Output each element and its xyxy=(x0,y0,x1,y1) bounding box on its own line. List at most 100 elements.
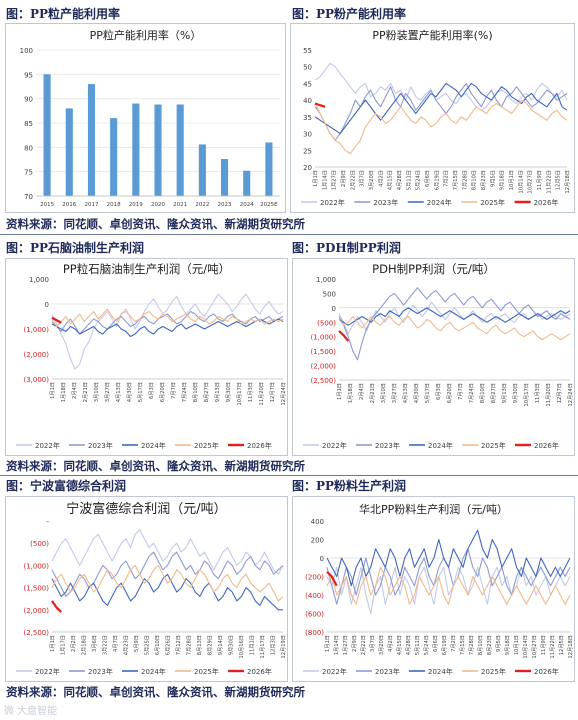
x-tick-label: 1月18日 xyxy=(347,383,354,403)
bar-2019 xyxy=(132,104,139,196)
y-tick-label: (800) xyxy=(305,629,324,637)
legend-label: 2025年 xyxy=(194,667,219,676)
legend-label: 2022年 xyxy=(320,198,345,207)
y-tick-label: 35 xyxy=(303,114,312,122)
y-tick-label: 25 xyxy=(303,147,312,155)
y-tick-label: (2,000) xyxy=(310,363,336,371)
y-tick-label: 500 xyxy=(323,290,336,298)
x-tick-label: 3月6日 xyxy=(91,635,98,652)
x-tick-label: 2022 xyxy=(195,202,209,208)
legend-label: 2022年 xyxy=(322,441,347,450)
y-tick-label: 1,000 xyxy=(29,276,49,284)
y-tick-label: 90 xyxy=(24,96,33,104)
x-tick-label: 6月6日 xyxy=(432,635,439,652)
x-tick-label: 9月18日 xyxy=(499,170,506,190)
x-tick-label: 11月17日 xyxy=(259,635,266,659)
chart-title: 宁波富德综合利润（元/吨） xyxy=(66,501,226,517)
x-tick-label: 7月2日 xyxy=(443,170,450,187)
x-tick-label: 3月27日 xyxy=(104,382,111,402)
x-tick-label: 6月3日 xyxy=(148,382,155,399)
bar-2022 xyxy=(199,144,206,196)
x-tick-label: 5月11日 xyxy=(405,170,412,190)
chart-panel-pp-pellet-utilization: PP粒产能利用率（%） 100 95 90 85 80 75 70 2015 2016 2017 20… xyxy=(5,23,286,213)
x-tick-label: 6月19日 xyxy=(441,635,448,655)
x-tick-label: 2024 xyxy=(240,202,254,208)
x-tick-label: 9月18日 xyxy=(504,635,511,655)
legend-label: 2024年 xyxy=(427,198,452,207)
x-tick-label: 4月15日 xyxy=(396,635,403,655)
chart-title: PP粒产能利用率（%） xyxy=(90,28,202,42)
x-tick-label: 12月7日 xyxy=(269,382,276,402)
x-tick-label: 2月9日 xyxy=(340,170,347,187)
x-tick-label: 8月10日 xyxy=(471,170,478,190)
y-tick-label: 40 xyxy=(303,97,312,105)
legend-label: 2023年 xyxy=(373,198,398,207)
x-tick-label: 3月10日 xyxy=(93,382,100,402)
x-tick-label: 3月20日 xyxy=(368,170,375,190)
x-tick-label: 9月30日 xyxy=(228,635,235,655)
x-tick-label: 10月27日 xyxy=(527,170,534,194)
x-tick-label: 10月17日 xyxy=(523,383,530,407)
source-note-row1: 资料来源：同花顺、卓创资讯、隆众资讯、新湖期货研究所 xyxy=(6,216,305,232)
x-tick-label: 1月17日 xyxy=(60,635,67,655)
chart-panel-pp-powder-profit: 华北PP粉料生产利润（元/吨） 400 200 0 (200) (400) (600) (80… xyxy=(292,496,575,682)
bar-2025E xyxy=(265,142,272,196)
bar-2015 xyxy=(44,74,51,196)
y-tick-label: (500) xyxy=(317,319,336,327)
y-tick-label: 85 xyxy=(24,120,33,128)
x-tick-label: 4月2日 xyxy=(377,170,384,187)
x-tick-label: 2月18日 xyxy=(81,635,88,655)
chart-title: PP粒石脑油制生产利润（元/吨） xyxy=(63,262,230,276)
x-tick-label: 11月3日 xyxy=(247,382,254,402)
legend-label: 2026年 xyxy=(247,441,272,450)
x-tick-label: 4月15日 xyxy=(387,170,394,190)
x-tick-label: 6月3日 xyxy=(435,383,442,400)
y-tick-label: (500) xyxy=(30,540,49,548)
x-tick-label: 2月2日 xyxy=(70,635,77,652)
chart-pp-powder-profit: 华北PP粉料生产利润（元/吨）4002000(200)(400)(600)(80… xyxy=(293,497,574,681)
x-tick-label: 5月17日 xyxy=(424,383,431,403)
x-tick-label: 7月24日 xyxy=(181,382,188,402)
x-tick-label: 12月19日 xyxy=(280,635,287,659)
bar-2017 xyxy=(88,84,95,196)
x-tick-label: 2020 xyxy=(151,202,165,208)
bar-2023 xyxy=(221,159,228,196)
x-tick-label: 3月7日 xyxy=(369,635,376,652)
x-tick-label: 11月3日 xyxy=(534,383,541,403)
x-tick-label: 2月21日 xyxy=(82,382,89,402)
x-tick-label: 9月13日 xyxy=(501,383,508,403)
bar-2016 xyxy=(66,108,73,196)
bar-2024 xyxy=(243,171,250,196)
y-tick-label: (2,000) xyxy=(23,607,49,615)
y-tick-label: (3,000) xyxy=(23,376,49,384)
x-tick-label: 7月2日 xyxy=(450,635,457,652)
x-tick-label: 2017 xyxy=(84,202,98,208)
x-tick-label: 2021 xyxy=(173,202,187,208)
x-tick-label: 10月1日 xyxy=(508,170,515,190)
x-tick-label: 4月13日 xyxy=(115,382,122,402)
x-tick-label: 4月28日 xyxy=(405,635,412,655)
x-tick-label: 2月21日 xyxy=(369,383,376,403)
chart-panel-pp-powder-utilization: PP粉装置产能利用率(%) 55 50 45 40 35 30 25 20 1月1日 1月14日 1月… xyxy=(290,23,575,213)
x-tick-label: 10月17日 xyxy=(236,382,243,406)
x-tick-label: 11月9日 xyxy=(536,170,543,190)
x-tick-label: 2018 xyxy=(107,202,121,208)
x-tick-label: 8月29日 xyxy=(207,635,214,655)
series-line-2022年 xyxy=(52,530,283,574)
x-tick-label: 3月27日 xyxy=(391,383,398,403)
x-tick-label: 7月7日 xyxy=(457,383,464,400)
y-tick-label: (1,500) xyxy=(310,348,336,356)
x-tick-label: 2月22日 xyxy=(360,635,367,655)
x-tick-label: 1月27日 xyxy=(342,635,349,655)
x-tick-label: 8月27日 xyxy=(203,382,210,402)
x-tick-label: 1月1日 xyxy=(324,635,331,652)
chart-panel-naphtha-pp-profit: PP粒石脑油制生产利润（元/吨） 1,000 0 (1,000) (2,000) (3,0… xyxy=(5,258,288,456)
x-tick-label: 11月20日 xyxy=(258,382,265,406)
x-tick-label: 8月27日 xyxy=(490,383,497,403)
divider-row1 xyxy=(0,234,578,235)
chart-panel-ningbo-fude-profit: 宁波富德综合利润（元/吨） - (500) (1,000) (1,500) (2,000)… xyxy=(5,496,288,682)
figure-caption-naphtha-pp-profit: 图：PP石脑油制生产利润 xyxy=(6,240,144,256)
x-tick-label: 8月23日 xyxy=(480,170,487,190)
y-tick-label: (2,500) xyxy=(23,629,49,637)
x-tick-label: 7月24日 xyxy=(468,383,475,403)
